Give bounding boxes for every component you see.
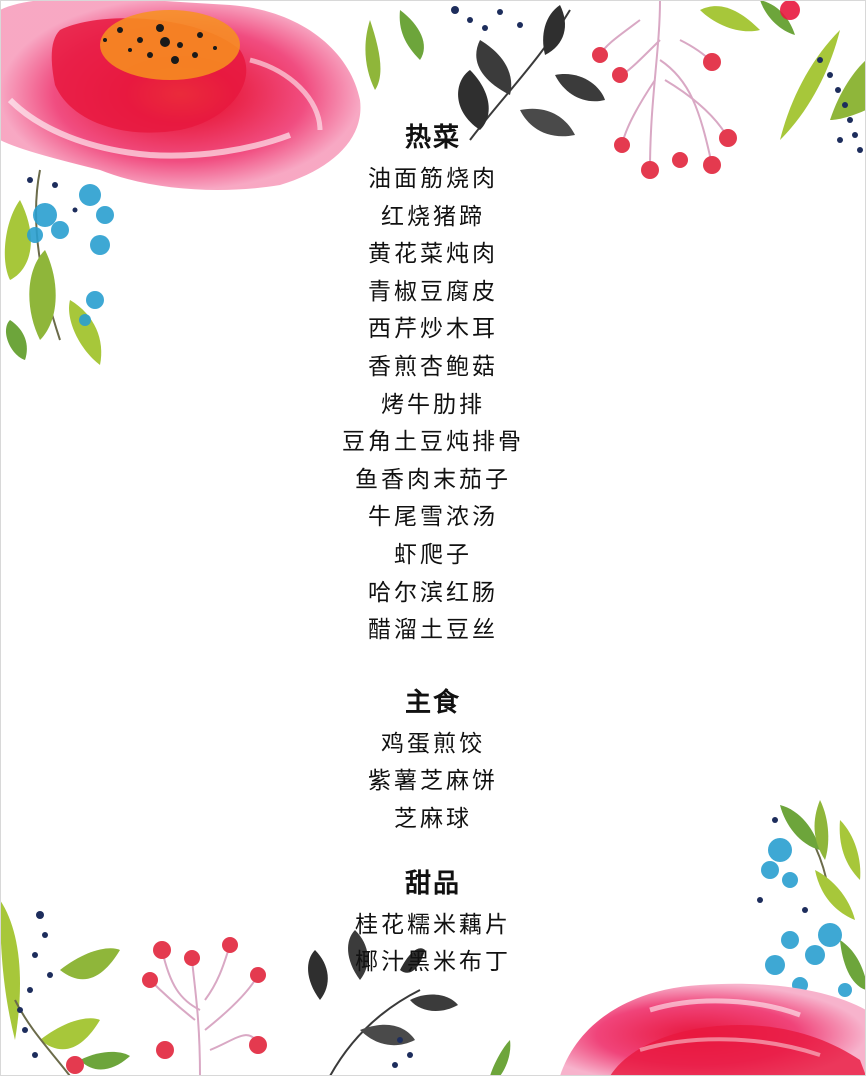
bottom-left-leaves-icon <box>0 900 130 1076</box>
menu-item: 鱼香肉末茄子 <box>355 466 511 493</box>
section-hot-dishes: 热菜 油面筋烧肉 红烧猪蹄 黄花菜炖肉 青椒豆腐皮 西芹炒木耳 香煎杏鲍菇 烤牛… <box>0 115 866 650</box>
menu-item: 黄花菜炖肉 <box>368 241 498 268</box>
bottom-right-rose-icon <box>560 983 866 1076</box>
top-center-leaves-icon <box>365 5 605 141</box>
menu-item: 鸡蛋煎饺 <box>381 730 485 757</box>
menu-item: 豆角土豆炖排骨 <box>342 429 524 456</box>
menu-item: 烤牛肋排 <box>381 391 485 418</box>
bottom-right-leaves-icon <box>757 800 866 997</box>
section-staples: 主食 鸡蛋煎饺 紫薯芝麻饼 芝麻球 <box>0 680 866 839</box>
section-spacer <box>0 650 866 680</box>
menu-item: 桂花糯米藕片 <box>355 911 511 938</box>
menu-item: 红烧猪蹄 <box>381 203 485 230</box>
menu-item: 虾爬子 <box>394 541 472 568</box>
section-title-staples: 主食 <box>404 687 461 718</box>
menu-item: 紫薯芝麻饼 <box>368 768 498 795</box>
top-left-rose-icon <box>0 0 361 190</box>
menu-item: 青椒豆腐皮 <box>368 278 498 305</box>
menu-content: 热菜 油面筋烧肉 红烧猪蹄 黄花菜炖肉 青椒豆腐皮 西芹炒木耳 香煎杏鲍菇 烤牛… <box>0 115 866 982</box>
top-left-leaves-icon <box>4 169 114 365</box>
menu-item: 西芹炒木耳 <box>368 316 498 343</box>
menu-item: 芝麻球 <box>394 805 472 832</box>
section-spacer <box>0 839 866 861</box>
bottom-center-berries-icon <box>142 937 267 1076</box>
menu-item: 牛尾雪浓汤 <box>368 504 498 531</box>
menu-item: 香煎杏鲍菇 <box>368 353 498 380</box>
section-title-desserts: 甜品 <box>404 868 461 899</box>
menu-item: 油面筋烧肉 <box>368 166 498 192</box>
bottom-center-dark-leaves-icon <box>308 930 511 1076</box>
top-right-berries-icon <box>592 0 737 179</box>
top-right-leaves-icon <box>700 0 866 153</box>
menu-item: 哈尔滨红肠 <box>368 579 498 606</box>
menu-item: 椰汁黑米布丁 <box>355 949 511 976</box>
menu-item: 醋溜土豆丝 <box>368 617 498 644</box>
section-title-hot-dishes: 热菜 <box>404 123 461 153</box>
section-desserts: 甜品 桂花糯米藕片 椰汁黑米布丁 <box>0 861 866 982</box>
